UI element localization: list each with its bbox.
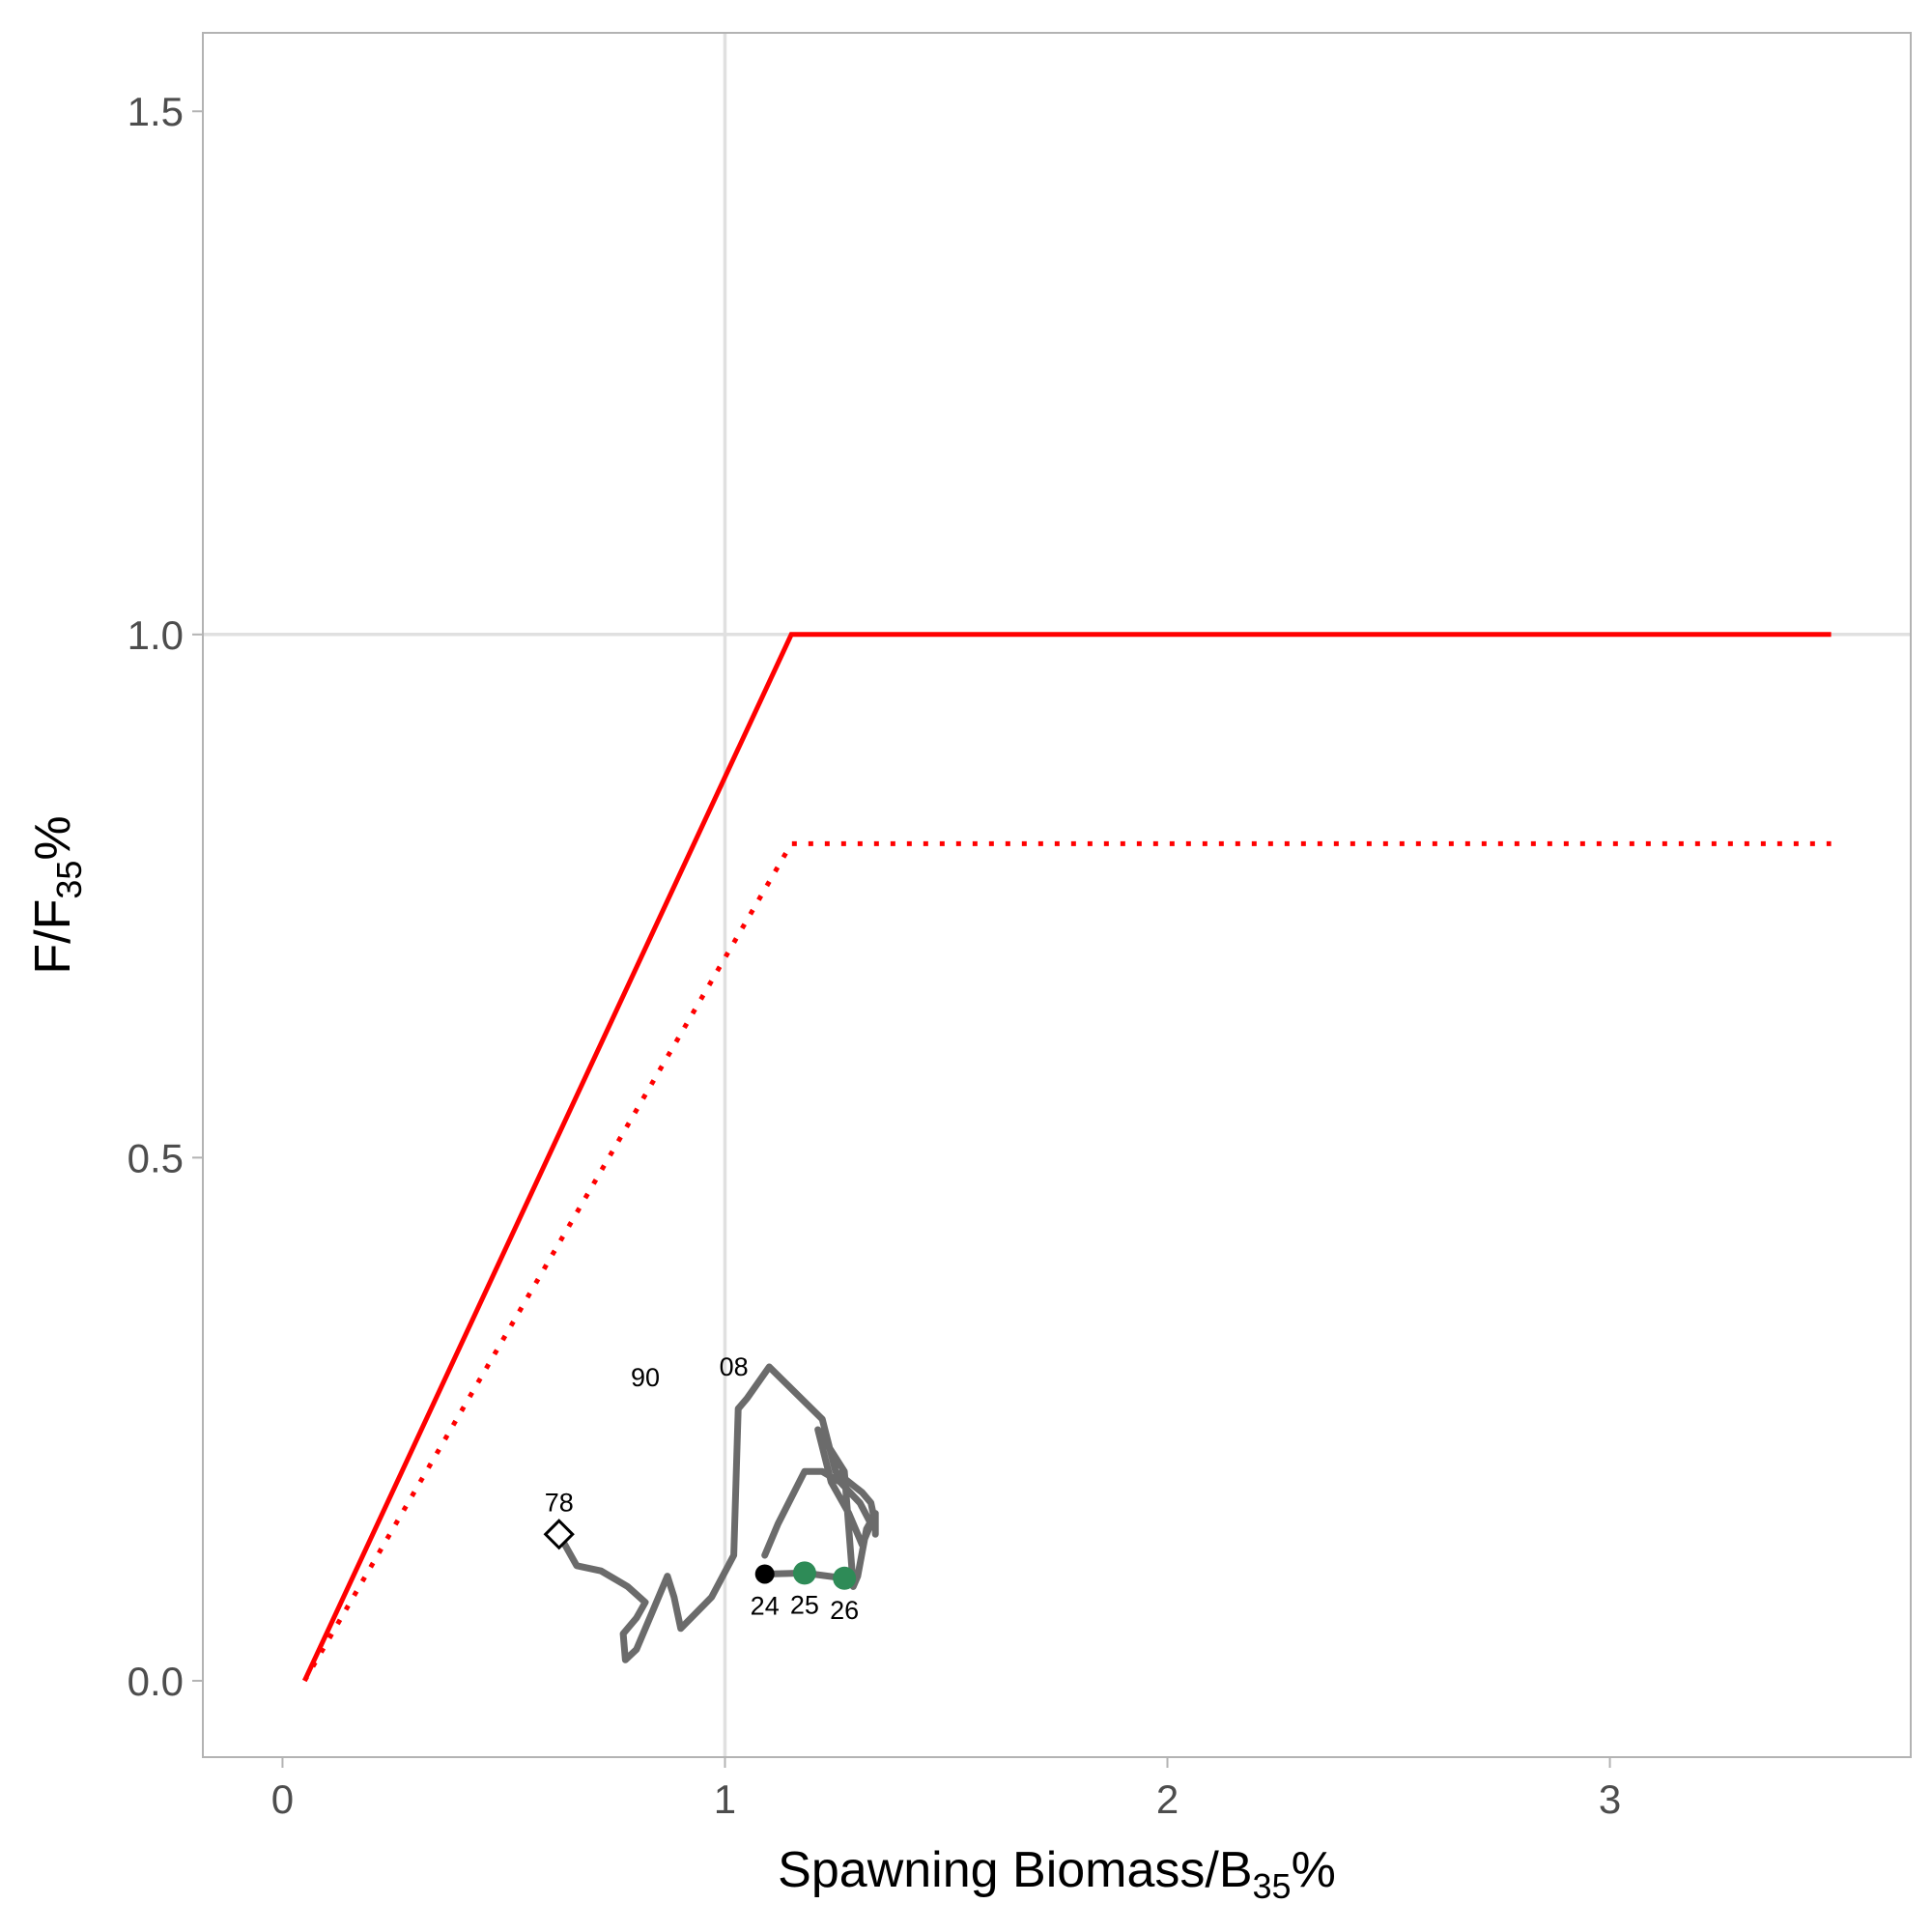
y-axis-title-suffix: %	[25, 815, 81, 860]
projection-point	[833, 1566, 857, 1590]
x-tick-label: 2	[1156, 1776, 1179, 1822]
year-label-90: 90	[631, 1363, 660, 1392]
y-axis-title-main: F/F	[25, 899, 81, 975]
x-tick-label: 3	[1599, 1776, 1621, 1822]
year-label-08: 08	[720, 1352, 749, 1381]
year-labels: 78 90 08 24 25 26	[545, 1352, 859, 1625]
y-tick-label: 1.5	[128, 89, 184, 134]
panel-border	[202, 32, 1912, 1758]
start-year-diamond-marker	[543, 1519, 575, 1550]
current-year-point	[754, 1564, 775, 1584]
x-axis-title-main: Spawning Biomass/B	[778, 1842, 1252, 1898]
control-rule-dotted-line	[302, 840, 1832, 1683]
y-axis-title: F/F35%	[25, 815, 89, 974]
y-tick-label: 0.0	[128, 1659, 184, 1704]
x-tick-label: 1	[714, 1776, 736, 1822]
x-tick-label: 0	[271, 1776, 294, 1822]
trajectory-line	[555, 1363, 879, 1663]
trajectory-markers	[543, 1519, 857, 1590]
x-axis-title-subscript: 35	[1253, 1866, 1292, 1906]
x-axis-title-suffix: %	[1292, 1842, 1336, 1898]
y-tick-label: 1.0	[128, 612, 184, 658]
y-axis-title-subscript: 35	[49, 861, 89, 899]
x-axis-title: Spawning Biomass/B35%	[778, 1842, 1336, 1906]
year-label-78: 78	[545, 1488, 574, 1517]
projection-point	[792, 1561, 816, 1585]
y-axis: 0.0 0.5 1.0 1.5	[128, 89, 203, 1704]
y-tick-label: 0.5	[128, 1135, 184, 1180]
x-axis: 0 1 2 3	[271, 1757, 1621, 1822]
year-label-25: 25	[790, 1590, 819, 1619]
year-label-26: 26	[830, 1596, 859, 1625]
control-rule-line	[302, 632, 1832, 1682]
harvest-control-rules	[302, 632, 1832, 1683]
year-label-24: 24	[751, 1591, 780, 1620]
